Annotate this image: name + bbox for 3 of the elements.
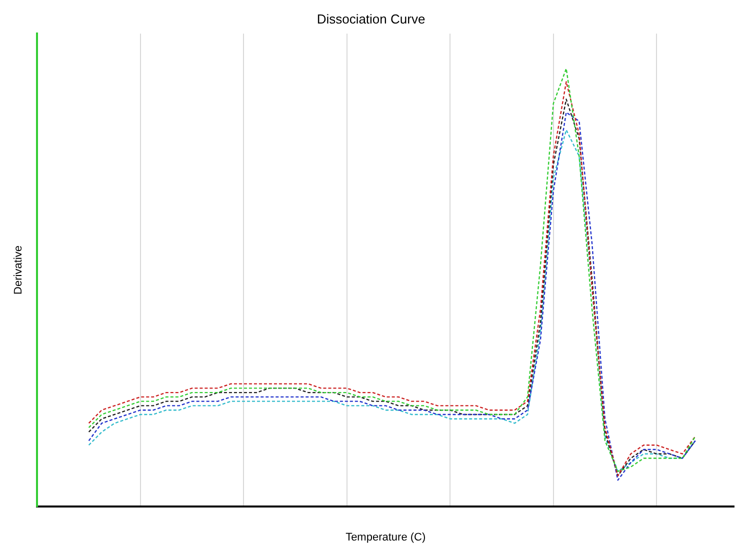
chart-title: Dissociation Curve [316, 11, 426, 26]
y-axis-title: Derivative [12, 246, 25, 294]
x-axis-title: Temperature (C) [346, 531, 426, 544]
